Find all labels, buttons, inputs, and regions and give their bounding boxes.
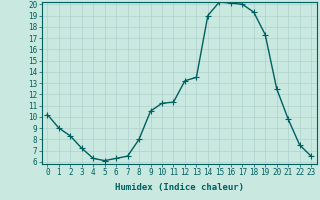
X-axis label: Humidex (Indice chaleur): Humidex (Indice chaleur) <box>115 183 244 192</box>
